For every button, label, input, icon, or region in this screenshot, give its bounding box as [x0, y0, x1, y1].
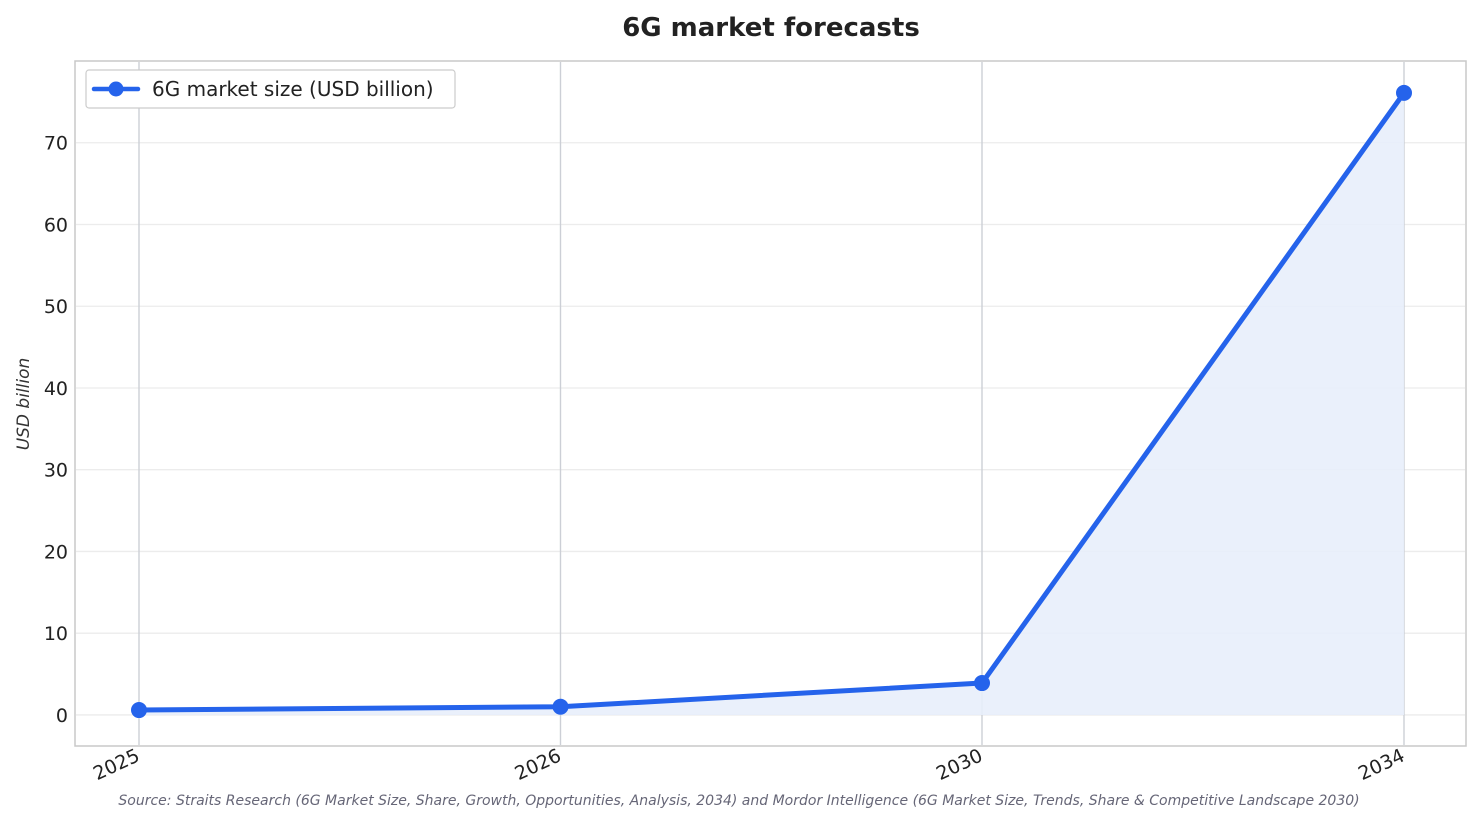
series-lines [136, 90, 1407, 713]
y-tick-label-7: 70 [44, 133, 68, 155]
y-tick-label-6: 60 [44, 214, 68, 236]
y-tick-label-2: 20 [44, 541, 68, 563]
data-point-2026 [552, 698, 569, 715]
x-tick-labels: 2025 2026 2030 2034 [90, 745, 1408, 785]
area-fill [139, 92, 1404, 715]
chart-title: 6G market forecasts [622, 13, 920, 43]
series-area [139, 92, 1404, 715]
x-tick-label-0: 2025 [90, 745, 143, 785]
data-point-2034 [1396, 84, 1412, 101]
x-tick-label-1: 2026 [511, 745, 564, 785]
y-tick-label-4: 40 [44, 378, 68, 400]
data-point-2025 [131, 702, 147, 719]
x-tick-label-3: 2034 [1355, 745, 1408, 785]
y-tick-label-1: 10 [44, 623, 68, 645]
source-note: Source: Straits Research (6G Market Size… [118, 793, 1359, 809]
y-tick-label-3: 30 [44, 460, 68, 482]
legend: 6G market size (USD billion) [85, 69, 456, 109]
y-tick-labels: 0 10 20 30 40 50 60 70 [44, 133, 68, 727]
series-points [131, 84, 1412, 719]
series-line [136, 90, 1407, 713]
y-tick-label-0: 0 [56, 705, 68, 727]
data-point-2030 [974, 675, 990, 692]
y-tick-label-5: 50 [44, 296, 68, 318]
legend-box [85, 69, 456, 109]
legend-marker-swatch [108, 81, 124, 97]
x-tick-label-2: 2030 [933, 745, 986, 785]
legend-label: 6G market size (USD billion) [152, 77, 434, 101]
y-axis-label: USD billion [14, 358, 34, 451]
